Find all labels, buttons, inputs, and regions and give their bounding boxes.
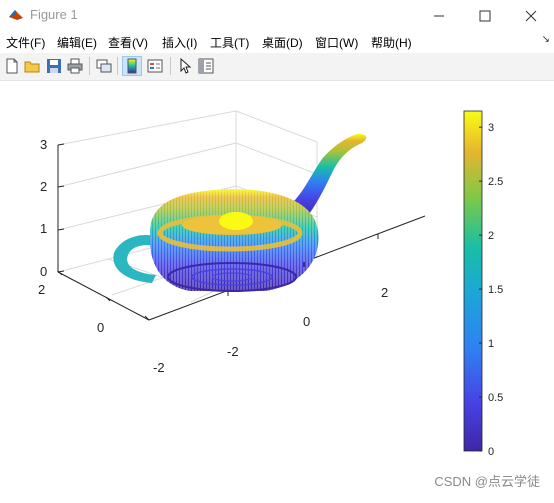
colorbar-ticks: 0 0.5 1 1.5 2 2.5 3: [479, 122, 503, 458]
print-icon: [67, 58, 83, 74]
colorbar[interactable]: 0 0.5 1 1.5 2 2.5 3: [463, 110, 503, 458]
x-axis-edge: [316, 215, 426, 258]
save-icon: [47, 59, 61, 73]
z-tick-label: 2: [40, 179, 47, 194]
link-plot-button[interactable]: [94, 56, 114, 76]
open-file-icon: [24, 61, 40, 73]
save-button[interactable]: [44, 56, 64, 76]
close-icon: [525, 10, 537, 21]
teapot-base: [167, 262, 297, 292]
teapot-lid-knob: [219, 212, 253, 230]
property-inspector-button[interactable]: [196, 56, 216, 76]
colorbar-tick-label: 3: [488, 122, 494, 134]
menu-insert[interactable]: 插入(I): [162, 36, 198, 50]
close-button[interactable]: [508, 0, 554, 31]
new-figure-button[interactable]: [2, 56, 22, 76]
x-tick-label: -2: [227, 344, 239, 359]
colorbar-gradient: [463, 110, 483, 452]
z-tick-label: 0: [40, 264, 47, 279]
colorbar-tick-label: 2: [488, 230, 494, 242]
toolbar-separator: [170, 57, 171, 75]
y-tick-label: 2: [38, 282, 45, 297]
colorbar-tick-label: 0.5: [488, 392, 503, 404]
menu-file[interactable]: 文件(F): [6, 36, 46, 50]
menu-tools[interactable]: 工具(T): [210, 36, 250, 50]
menu-view[interactable]: 查看(V): [108, 36, 148, 50]
toolbar-separator: [89, 57, 90, 75]
title-bar: Figure 1: [0, 0, 554, 31]
open-file-button[interactable]: [22, 56, 42, 76]
y-axis-ticks: 2 0 -2: [38, 270, 165, 375]
maximize-button[interactable]: [462, 0, 508, 31]
teapot-3d-plot[interactable]: 0 1 2 3 2 0 -2 -2 0 2 0 0.5 1 1.5 2 2.5 3: [0, 81, 554, 498]
x-axis-ticks: -2 0 2: [227, 234, 388, 359]
y-tick-label: -2: [153, 360, 165, 375]
menu-desktop[interactable]: 桌面(D): [262, 36, 303, 50]
link-plot-icon: [96, 59, 112, 73]
figure-toolbar: [0, 53, 554, 81]
new-figure-icon: [6, 58, 18, 74]
maximize-icon: [479, 10, 491, 21]
teapot-base-ring: [191, 268, 273, 286]
colorbar-tick-label: 1.5: [488, 284, 503, 296]
matlab-app-icon: [9, 10, 23, 20]
teapot-base-ring: [211, 272, 253, 282]
menu-edit[interactable]: 编辑(E): [57, 36, 97, 50]
insert-colorbar-button[interactable]: [122, 56, 142, 76]
property-inspector-icon: [198, 58, 214, 74]
print-button[interactable]: [65, 56, 85, 76]
legend-icon: [147, 59, 163, 73]
z-tick-label: 1: [40, 221, 47, 236]
menu-overflow-arrow[interactable]: ↘: [541, 34, 550, 45]
menu-bar: 文件(F) 编辑(E) 查看(V) 插入(I) 工具(T) 桌面(D) 窗口(W…: [0, 31, 554, 53]
z-axis-ticks: 0 1 2 3: [40, 137, 65, 279]
watermark: CSDN @点云学徒: [434, 474, 540, 489]
minimize-icon: [434, 15, 444, 16]
x-tick-label: 0: [303, 314, 310, 329]
colorbar-icon: [127, 58, 137, 74]
select-pointer-icon: [180, 58, 192, 74]
teapot-spout: [282, 133, 367, 221]
insert-legend-button[interactable]: [145, 56, 165, 76]
x-tick-label: 2: [381, 285, 388, 300]
toolbar-separator: [117, 57, 118, 75]
select-pointer-button[interactable]: [175, 56, 195, 76]
window-title: Figure 1: [30, 7, 78, 22]
y-tick-label: 0: [97, 320, 104, 335]
colorbar-tick-label: 2.5: [488, 176, 503, 188]
menu-help[interactable]: 帮助(H): [371, 36, 412, 50]
z-tick-label: 3: [40, 137, 47, 152]
colorbar-tick-label: 0: [488, 446, 494, 458]
teapot-point-cloud: [113, 133, 367, 292]
teapot-handle: [113, 234, 160, 283]
minimize-button[interactable]: [416, 0, 462, 31]
figure-canvas[interactable]: 0 1 2 3 2 0 -2 -2 0 2 0 0.5 1 1.5 2 2.5 3: [0, 81, 554, 498]
menu-window[interactable]: 窗口(W): [315, 36, 359, 50]
colorbar-tick-label: 1: [488, 338, 494, 350]
